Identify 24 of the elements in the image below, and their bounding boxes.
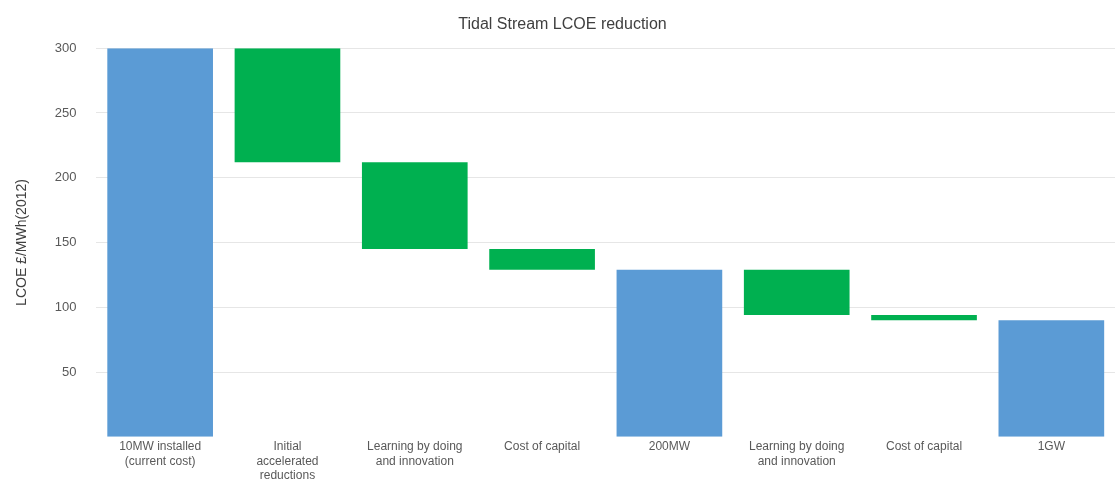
- y-tick-label: 100: [54, 298, 77, 314]
- y-tick-label: 50: [62, 363, 77, 379]
- x-tick-label: Cost of capital: [886, 439, 963, 454]
- x-tick-label: Cost of capital: [504, 439, 581, 454]
- y-tick-label: 300: [54, 39, 77, 55]
- x-tick-label: 10MW installed (current cost): [119, 439, 202, 468]
- bar: [871, 315, 977, 321]
- y-tick-label: 150: [54, 234, 77, 250]
- bar: [743, 269, 850, 316]
- chart-title: Tidal Stream LCOE reduction: [458, 15, 667, 33]
- bar: [234, 48, 341, 163]
- bar: [489, 248, 595, 270]
- y-axis-title: LCOE £/MWh(2012): [13, 179, 30, 306]
- bar: [998, 320, 1105, 437]
- x-tick-label: Initial accelerated reductions: [256, 439, 319, 483]
- x-tick-label: 200MW: [648, 439, 691, 454]
- x-tick-label: Learning by doing and innovation: [367, 439, 463, 468]
- bar: [616, 269, 723, 437]
- y-tick-label: 250: [54, 104, 77, 120]
- bar: [361, 162, 468, 249]
- bar: [107, 48, 213, 437]
- x-tick-label: Learning by doing and innovation: [749, 439, 845, 468]
- x-tick-label: 1GW: [1037, 439, 1066, 454]
- y-tick-label: 200: [54, 169, 77, 185]
